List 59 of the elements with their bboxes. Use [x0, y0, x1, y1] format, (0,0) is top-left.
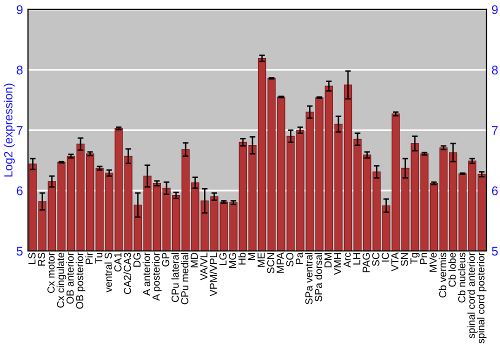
y-tick-label: 9 — [16, 5, 23, 14]
x-tick-label: ME — [258, 252, 265, 267]
x-tick-label: Hb — [238, 252, 246, 264]
x-tick-label: Pir — [85, 252, 93, 264]
x-tick-label: GP — [162, 252, 170, 266]
x-tick-label: MVe — [430, 252, 437, 272]
x-tick-label: SN — [400, 253, 408, 266]
x-tick-label: Cb nucleus — [458, 252, 466, 303]
x-tick-label: LG — [219, 253, 227, 266]
x-tick-label: VA/VL — [200, 252, 208, 280]
x-tick-label: ventral S — [104, 252, 112, 292]
x-tick-label: CPu lateral — [171, 253, 179, 302]
x-tick-label: Pn — [420, 252, 428, 264]
y2-tick-label: 7 — [492, 126, 498, 135]
x-tick-label: DG — [133, 253, 141, 267]
x-tick-label: SCN — [267, 253, 274, 274]
x-tick-label: SPa dorsal — [314, 253, 322, 302]
x-tick-label: RS — [38, 252, 46, 266]
x-tick-label: Cb vermis — [438, 252, 446, 298]
x-tick-label: OB anterior — [66, 252, 74, 304]
y-tick-label: 6 — [16, 186, 23, 196]
x-tick-label: LS — [28, 252, 36, 264]
y2-tick-label: 5 — [492, 246, 498, 256]
y2-tick-label: 8 — [492, 66, 498, 74]
x-tick-label: MPA — [276, 252, 284, 273]
x-tick-label: VMH — [334, 253, 342, 275]
x-tick-label: Cx motor — [47, 252, 55, 293]
x-tick-label: VTA — [391, 252, 398, 272]
y-tick-label: 5 — [16, 246, 23, 256]
x-tick-label: DM — [324, 253, 332, 268]
x-tick-label: CA1 — [114, 252, 122, 272]
y-tick-label: 7 — [16, 126, 23, 135]
y-axis-title: Log2 (expression) — [4, 84, 15, 176]
x-tick-label: OB posterior — [76, 252, 86, 309]
x-tick-label: PAG — [362, 253, 370, 272]
x-tick-label: SC — [372, 252, 380, 266]
x-tick-label: CA2/CA3 — [124, 252, 132, 294]
x-tick-label: Tu — [95, 253, 102, 264]
x-tick-label: VPM/VPL — [210, 252, 217, 296]
x-tick-label: SO — [286, 252, 294, 267]
x-tick-label: SPa ventral — [305, 253, 313, 304]
x-tick-label: spinal cord anterior — [467, 252, 477, 338]
x-tick-label: A posterior — [152, 252, 162, 301]
x-tick-label: LH — [353, 253, 360, 264]
y-tick-label: 8 — [16, 66, 23, 74]
x-tick-label: MG — [228, 253, 236, 268]
x-tick-label: M — [248, 253, 256, 260]
x-tick-label: Arc — [344, 252, 351, 268]
x-tick-label: Pa — [296, 252, 303, 264]
x-tick-label: Tg — [410, 252, 420, 264]
x-tick-label: Cb lobe — [448, 252, 456, 287]
x-tick-label: spinal cord posterior — [477, 252, 486, 344]
x-tick-label: Cx cingulate — [56, 252, 66, 308]
y2-tick-label: 9 — [492, 5, 498, 14]
x-tick-label: IC — [382, 252, 389, 262]
x-tick-label: A anterior — [142, 252, 150, 296]
x-tick-label: CPu medial — [180, 253, 188, 304]
x-tick-label: MD — [190, 252, 198, 268]
y2-tick-label: 6 — [492, 186, 498, 196]
